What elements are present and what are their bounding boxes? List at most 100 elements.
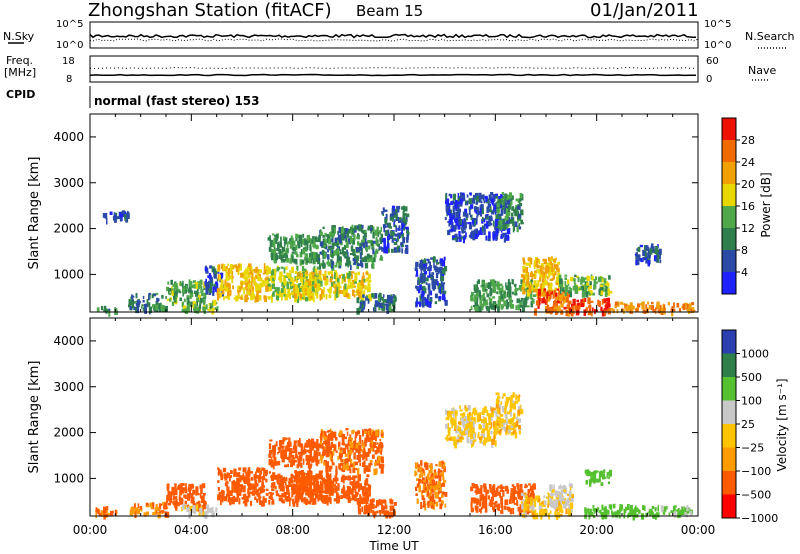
velocity-cell-pixel	[110, 510, 114, 516]
power-cell-pixel	[283, 267, 286, 274]
power-cell-pixel	[216, 291, 220, 299]
power-cell-pixel	[537, 269, 540, 274]
velocity-cell-pixel	[328, 480, 332, 487]
power-cell-pixel	[278, 248, 282, 255]
power-cell-pixel	[554, 292, 558, 297]
velocity-cell-pixel	[490, 430, 493, 435]
velocity-cell-pixel	[507, 506, 511, 512]
velocity-cell-pixel	[352, 445, 356, 451]
velocity-cell-pixel	[375, 459, 377, 464]
nsearch-tick-bottom: 10^0	[704, 40, 731, 51]
velocity-cell-pixel	[372, 498, 375, 503]
power-cell-pixel	[529, 287, 532, 294]
power-cell-pixel	[319, 263, 322, 270]
power-cell-pixel	[174, 300, 177, 303]
velocity-cell-pixel	[377, 442, 379, 445]
power-cell-pixel	[131, 294, 133, 300]
power-cell-pixel	[189, 292, 192, 300]
power-cell-pixel	[565, 296, 569, 303]
velocity-cell-pixel	[353, 452, 356, 460]
power-cell-pixel	[523, 288, 527, 292]
velocity-cell-pixel	[472, 439, 477, 442]
velocity-cell-pixel	[493, 409, 496, 414]
velocity-cell-pixel	[384, 500, 387, 506]
power-cell-pixel	[557, 277, 560, 281]
velocity-cell-pixel	[235, 497, 239, 502]
power-cell-pixel	[614, 301, 619, 306]
velocity-cell-pixel	[296, 464, 299, 469]
power-cell-pixel	[309, 285, 312, 290]
velocity-cell-pixel	[289, 451, 293, 454]
velocity-cell-pixel	[329, 489, 332, 496]
power-cell-pixel	[361, 229, 364, 234]
power-cell-pixel	[109, 211, 113, 215]
power-cell-pixel	[291, 237, 294, 242]
power-cell-pixel	[371, 247, 375, 250]
velocity-cell-pixel	[303, 472, 306, 475]
velocity-cell-pixel	[362, 457, 365, 461]
velocity-cell-pixel	[490, 501, 494, 507]
velocity-cell-pixel	[269, 493, 273, 497]
velocity-cell-pixel	[426, 485, 429, 491]
power-cell-pixel	[229, 270, 232, 275]
power-cell-pixel	[514, 289, 517, 293]
power-cell-pixel	[282, 247, 286, 252]
power-cell-pixel	[295, 244, 298, 251]
power-cell-pixel	[275, 253, 278, 258]
velocity-cell-pixel	[226, 472, 229, 477]
power-cell-pixel	[220, 279, 223, 286]
velocity-cell-pixel	[420, 468, 424, 472]
power-cell-pixel	[550, 267, 554, 272]
power-cell-pixel	[553, 268, 555, 274]
power-cell-pixel	[518, 285, 522, 291]
power-cell-pixel	[254, 296, 257, 303]
power-cell-pixel	[227, 294, 231, 297]
power-cell-pixel	[237, 285, 241, 289]
velocity-cell-pixel	[469, 428, 472, 433]
power-cell-pixel	[558, 274, 562, 281]
power-cell-pixel	[292, 287, 295, 294]
power-cell-pixel	[317, 278, 320, 285]
velocity-cell-pixel	[268, 499, 271, 505]
power-cell-pixel	[186, 297, 190, 300]
power-cell-pixel	[406, 213, 410, 218]
power-cell-pixel	[297, 242, 301, 249]
power-cell-pixel	[480, 201, 483, 204]
power-cell-pixel	[311, 296, 315, 301]
velocity-cell-pixel	[225, 481, 227, 485]
power-cell-pixel	[291, 286, 294, 289]
velocity-cell-pixel	[485, 423, 489, 431]
power-cell-pixel	[374, 251, 377, 258]
velocity-cell-pixel	[505, 428, 507, 433]
velocity-cell-pixel	[303, 497, 307, 502]
power-cell-pixel	[437, 267, 440, 275]
power-cell-pixel	[564, 285, 569, 292]
power-cell-pixel	[165, 296, 167, 300]
power-cell-pixel	[259, 277, 263, 282]
power-cell-pixel	[335, 277, 339, 282]
velocity-cell-pixel	[265, 493, 269, 496]
power-cell-pixel	[546, 262, 550, 265]
velocity-cell-pixel	[431, 487, 434, 493]
velocity-cell-pixel	[338, 463, 341, 470]
power-cell-pixel	[415, 261, 419, 267]
power-cell-pixel	[304, 296, 309, 302]
power-cell-pixel	[254, 283, 259, 288]
velocity-cell-pixel	[357, 468, 360, 475]
velocity-cell-pixel	[290, 458, 293, 464]
velocity-cell-pixel	[161, 512, 164, 515]
velocity-cell-pixel	[325, 479, 328, 484]
power-cell-pixel	[356, 225, 359, 230]
velocity-cell-pixel	[275, 490, 279, 494]
power-cell-pixel	[585, 291, 589, 298]
power-cell-pixel	[292, 260, 295, 263]
velocity-cell-pixel	[379, 447, 382, 451]
power-cell-pixel	[202, 306, 204, 310]
velocity-cell-pixel	[518, 430, 521, 435]
velocity-cell-pixel	[516, 416, 518, 421]
velocity-cell-pixel	[516, 400, 519, 404]
power-cell-pixel	[692, 310, 696, 313]
power-cell-pixel	[129, 305, 132, 310]
power-cell-pixel	[440, 281, 443, 284]
velocity-cell-pixel	[498, 407, 501, 411]
